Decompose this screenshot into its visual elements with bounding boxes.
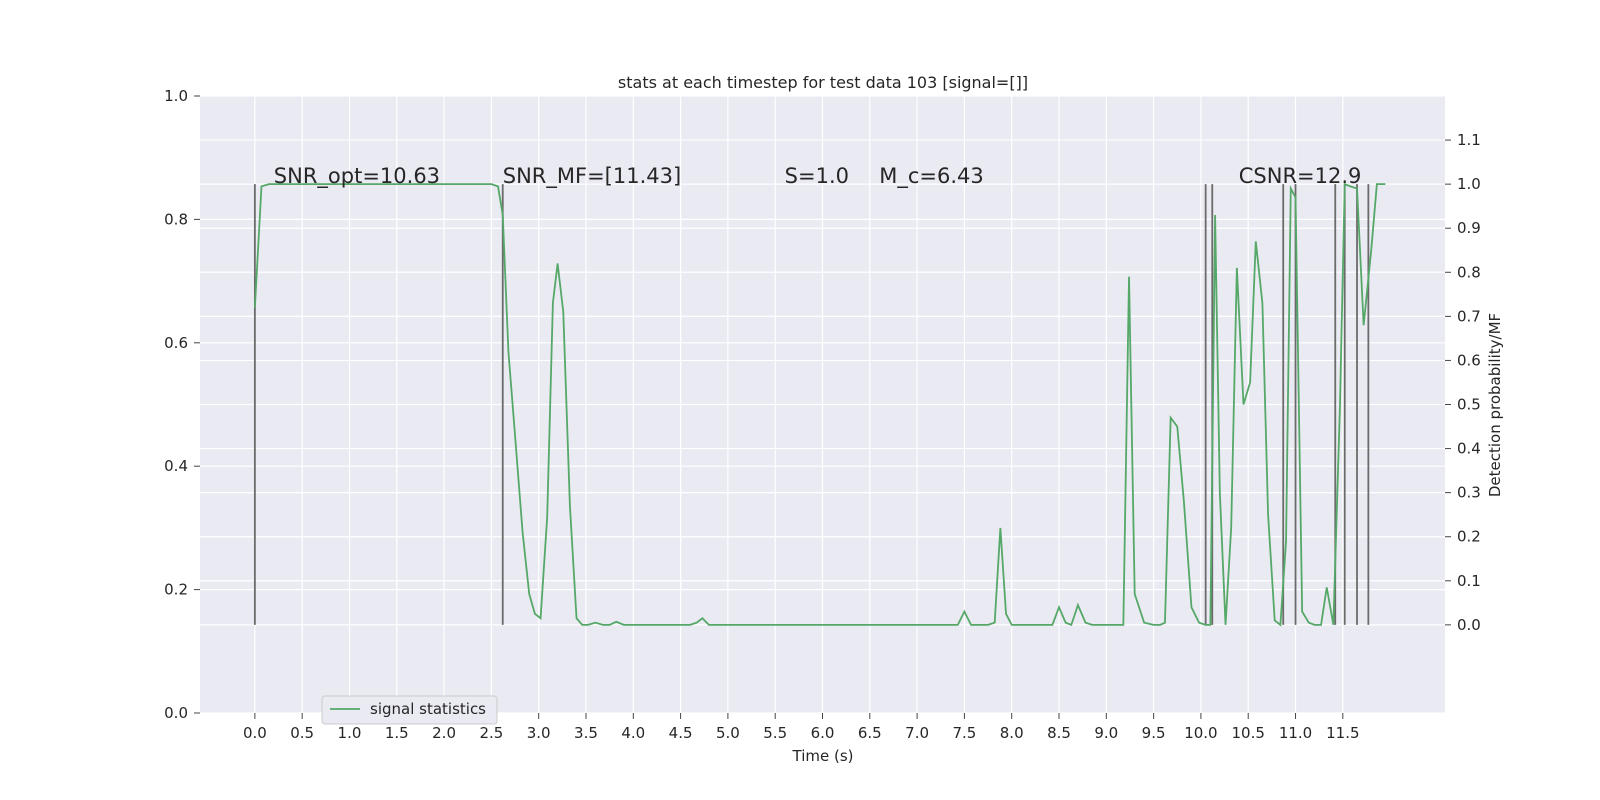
right-y-tick-label: 1.0 [1457, 175, 1481, 193]
right-y-tick-label: 0.0 [1457, 616, 1481, 634]
left-y-tick-label: 1.0 [164, 87, 188, 105]
right-y-tick-label: 0.8 [1457, 263, 1481, 281]
annotation-label: M_c=6.43 [879, 164, 984, 189]
annotation-label: SNR_opt=10.63 [274, 164, 440, 189]
left-y-tick-label: 0.4 [164, 457, 188, 475]
x-tick-label: 1.0 [338, 724, 362, 742]
right-y-tick-label: 0.1 [1457, 572, 1481, 590]
legend-label: signal statistics [370, 700, 486, 718]
x-tick-label: 5.0 [716, 724, 740, 742]
right-y-tick-label: 0.3 [1457, 484, 1481, 502]
x-tick-label: 2.0 [432, 724, 456, 742]
x-tick-label: 7.0 [905, 724, 929, 742]
x-tick-label: 4.5 [669, 724, 693, 742]
left-y-tick-label: 0.0 [164, 704, 188, 722]
x-tick-label: 3.0 [527, 724, 551, 742]
annotations: SNR_opt=10.63 SNR_MF=[11.43] S=1.0 M_c=6.43… [274, 164, 1362, 189]
legend-box [321, 695, 498, 725]
x-tick-label: 11.5 [1326, 724, 1359, 742]
x-tick-label: 4.0 [621, 724, 645, 742]
x-tick-label: 3.5 [574, 724, 598, 742]
annotation-label: CSNR=12.9 [1239, 164, 1362, 188]
x-tick-label: 6.5 [858, 724, 882, 742]
x-axis-title: Time (s) [792, 747, 854, 765]
x-tick-label: 9.0 [1094, 724, 1118, 742]
x-tick-label: 8.0 [1000, 724, 1024, 742]
x-tick-label: 0.0 [243, 724, 267, 742]
annotation-label: SNR_MF=[11.43] [503, 164, 681, 189]
left-y-tick-label: 0.8 [164, 210, 188, 228]
x-tick-label: 7.5 [952, 724, 976, 742]
right-y-tick-label: 0.9 [1457, 219, 1481, 237]
legend: signal statistics [321, 695, 498, 725]
x-tick-label: 1.5 [385, 724, 409, 742]
x-tick-label: 0.5 [290, 724, 314, 742]
right-y-axis-ticks: 0.0 0.1 0.2 0.3 0.4 0.5 0.6 0.7 0.8 0.9 1.0 1.1 [1445, 131, 1481, 634]
vertical-markers [253, 184, 1370, 625]
x-tick-label: 10.0 [1184, 724, 1217, 742]
right-y-tick-label: 0.7 [1457, 307, 1481, 325]
left-y-tick-label: 0.2 [164, 581, 188, 599]
series-line-signal-statistics [253, 182, 1386, 627]
right-y-axis-title: Detection probability/MF [1486, 313, 1504, 497]
right-y-tick-label: 0.5 [1457, 396, 1481, 414]
x-axis-ticks: 0.0 0.5 1.0 1.5 2.0 2.5 3.0 3.5 4.0 4.5 5.0 5.5 6.0 6… [243, 713, 1360, 742]
x-tick-label: 6.0 [811, 724, 835, 742]
annotation-label: S=1.0 [785, 164, 849, 188]
chart-title: stats at each timestep for test data 103… [618, 73, 1028, 92]
right-y-tick-label: 0.6 [1457, 351, 1481, 369]
right-y-tick-label: 1.1 [1457, 131, 1481, 149]
right-y-tick-label: 0.2 [1457, 528, 1481, 546]
x-tick-label: 11.0 [1279, 724, 1312, 742]
x-tick-label: 9.5 [1142, 724, 1166, 742]
x-tick-label: 10.5 [1232, 724, 1265, 742]
x-tick-label: 2.5 [479, 724, 503, 742]
x-tick-label: 8.5 [1047, 724, 1071, 742]
left-y-tick-label: 0.6 [164, 334, 188, 352]
x-tick-label: 5.5 [763, 724, 787, 742]
left-y-axis-ticks: 0.0 0.2 0.4 0.6 0.8 1.0 [164, 87, 200, 722]
right-y-tick-label: 0.4 [1457, 440, 1481, 458]
